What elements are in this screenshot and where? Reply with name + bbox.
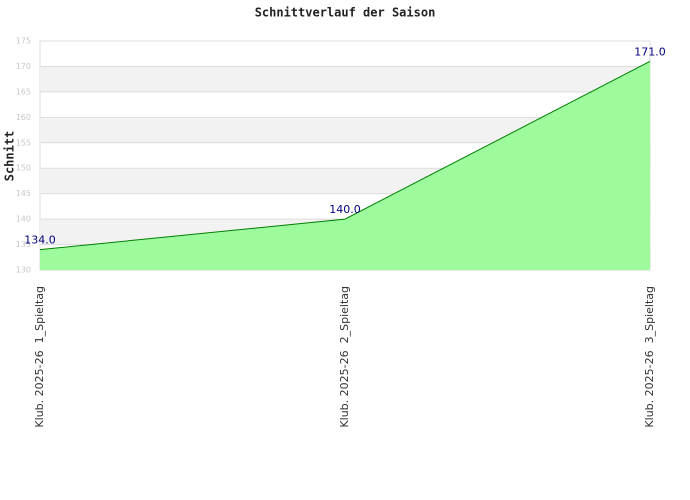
- y-tick-label: 130: [16, 266, 31, 275]
- y-tick-label: 170: [16, 62, 31, 71]
- y-tick-label: 155: [16, 138, 31, 147]
- y-tick-label: 160: [16, 113, 31, 122]
- y-tick-label: 135: [16, 240, 31, 249]
- y-axis-label: Schnitt: [3, 131, 17, 182]
- x-tick-label: Klub. 2025-26 2_Spieltag: [338, 286, 351, 428]
- chart-title: Schnittverlauf der Saison: [255, 6, 436, 20]
- x-tick-label: Klub. 2025-26 1_Spieltag: [33, 286, 46, 428]
- line: [39, 60, 651, 251]
- value-label: 140.0: [329, 203, 361, 216]
- y-tick-label: 140: [16, 215, 31, 224]
- y-tick-label: 175: [16, 37, 31, 46]
- area: [40, 61, 650, 270]
- x-tick-label: Klub. 2025-26 3_Spieltag: [643, 286, 656, 428]
- y-tick-label: 165: [16, 87, 31, 96]
- value-label: 171.0: [634, 45, 666, 58]
- grid-band: [40, 66, 650, 92]
- value-label: 134.0: [24, 234, 56, 247]
- y-tick-label: 145: [16, 189, 31, 198]
- y-tick-label: 150: [16, 164, 31, 173]
